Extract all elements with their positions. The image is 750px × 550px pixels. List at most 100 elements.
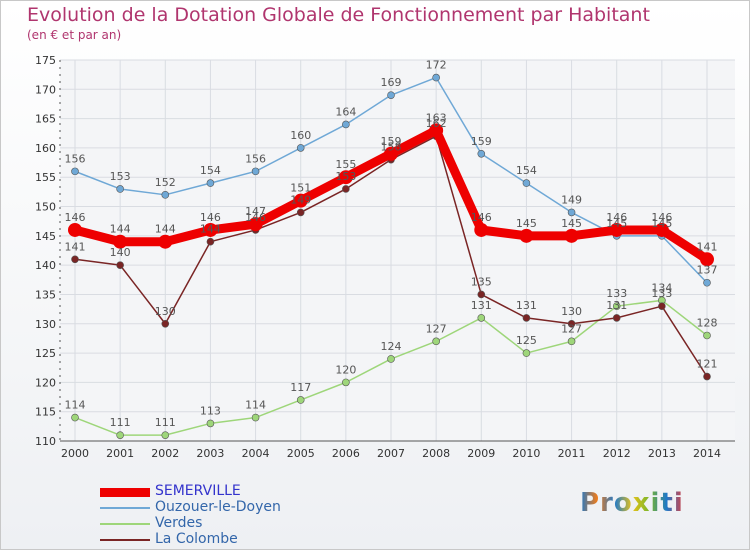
data-point xyxy=(158,234,173,249)
y-tick-label: 170 xyxy=(35,83,56,96)
legend: SEMERVILLE Ouzouer-le-Doyen Verdes La Colom… xyxy=(100,483,400,548)
data-label: 146 xyxy=(606,211,627,224)
data-label: 146 xyxy=(245,211,266,224)
proxiti-logo: Proxiti xyxy=(580,488,684,518)
chart-subtitle: (en € et par an) xyxy=(27,28,122,42)
legend-label: La Colombe xyxy=(155,531,238,547)
data-point xyxy=(113,234,128,249)
data-point xyxy=(474,222,489,237)
data-label: 154 xyxy=(516,164,537,177)
data-point xyxy=(429,123,444,138)
data-label: 130 xyxy=(155,305,176,318)
data-label: 156 xyxy=(245,152,266,165)
y-tick-label: 145 xyxy=(35,230,56,243)
data-label: 140 xyxy=(110,246,131,259)
data-label: 117 xyxy=(290,381,311,394)
x-tick-label: 2004 xyxy=(242,447,270,460)
data-label: 131 xyxy=(471,299,492,312)
data-point xyxy=(206,419,215,428)
data-point xyxy=(296,208,305,217)
legend-swatch xyxy=(100,523,150,525)
legend-item: Ouzouer-le-Doyen xyxy=(100,499,400,516)
data-label: 149 xyxy=(561,193,582,206)
data-label: 156 xyxy=(65,152,86,165)
data-label: 124 xyxy=(381,340,402,353)
legend-item: La Colombe xyxy=(100,531,400,548)
data-label: 154 xyxy=(200,164,221,177)
x-tick-label: 2002 xyxy=(151,447,179,460)
data-point xyxy=(522,314,531,322)
x-tick-label: 2005 xyxy=(287,447,315,460)
data-label: 145 xyxy=(561,217,582,230)
data-label: 131 xyxy=(606,299,627,312)
data-label: 114 xyxy=(245,399,266,412)
data-point xyxy=(161,431,170,439)
data-point xyxy=(384,146,398,161)
legend-swatch xyxy=(100,507,150,509)
data-label: 141 xyxy=(65,240,86,253)
y-tick-label: 150 xyxy=(35,201,56,214)
data-point xyxy=(703,331,711,340)
data-point xyxy=(703,278,711,287)
chart-title: Evolution de la Dotation Globale de Fonc… xyxy=(27,4,650,26)
data-point xyxy=(564,228,579,243)
data-point xyxy=(612,302,621,310)
y-tick-label: 140 xyxy=(35,259,56,272)
legend-swatch xyxy=(100,487,150,497)
data-point xyxy=(612,314,621,322)
data-label: 153 xyxy=(110,170,131,183)
x-tick-label: 2008 xyxy=(422,447,450,460)
data-label: 130 xyxy=(561,305,582,318)
data-point xyxy=(68,222,82,237)
data-label: 144 xyxy=(155,223,176,236)
data-point xyxy=(387,355,395,363)
data-label: 151 xyxy=(290,182,311,195)
data-label: 145 xyxy=(651,217,672,230)
data-label: 146 xyxy=(651,211,672,224)
x-tick-label: 2009 xyxy=(467,447,495,460)
data-label: 163 xyxy=(426,111,447,124)
x-tick-label: 2003 xyxy=(196,447,224,460)
data-point xyxy=(477,290,486,299)
data-label: 145 xyxy=(516,217,537,230)
y-tick-label: 120 xyxy=(35,376,56,389)
y-tick-label: 160 xyxy=(35,142,56,155)
data-point xyxy=(206,179,215,187)
data-point xyxy=(342,378,350,387)
x-tick-label: 2001 xyxy=(106,447,134,460)
logo-text: Proxiti xyxy=(580,488,684,518)
data-point xyxy=(116,431,124,439)
data-point xyxy=(567,208,576,217)
data-point xyxy=(71,167,79,176)
data-point xyxy=(700,252,714,267)
data-label: 111 xyxy=(155,416,176,429)
data-point xyxy=(71,255,79,264)
y-tick-label: 155 xyxy=(35,171,56,184)
data-point xyxy=(203,222,218,237)
data-label: 162 xyxy=(426,117,447,130)
plot-area xyxy=(60,60,735,441)
data-point xyxy=(251,167,260,176)
data-label: 131 xyxy=(516,299,537,312)
data-label: 134 xyxy=(651,281,672,294)
data-label: 146 xyxy=(471,211,492,224)
data-label: 160 xyxy=(290,129,311,142)
data-point xyxy=(522,349,531,357)
data-label: 127 xyxy=(426,322,447,335)
data-point xyxy=(206,237,215,246)
data-point xyxy=(293,193,308,208)
data-point xyxy=(477,149,486,158)
data-label: 144 xyxy=(200,223,221,236)
data-label: 113 xyxy=(200,404,221,417)
data-point xyxy=(116,261,124,269)
x-tick-label: 2000 xyxy=(61,447,89,460)
data-point xyxy=(658,302,666,310)
data-point xyxy=(342,120,350,129)
data-label: 133 xyxy=(651,287,672,300)
data-label: 147 xyxy=(245,205,266,218)
data-point xyxy=(116,185,124,193)
data-label: 121 xyxy=(697,358,718,371)
legend-label: Verdes xyxy=(155,515,203,531)
data-point xyxy=(609,222,624,237)
